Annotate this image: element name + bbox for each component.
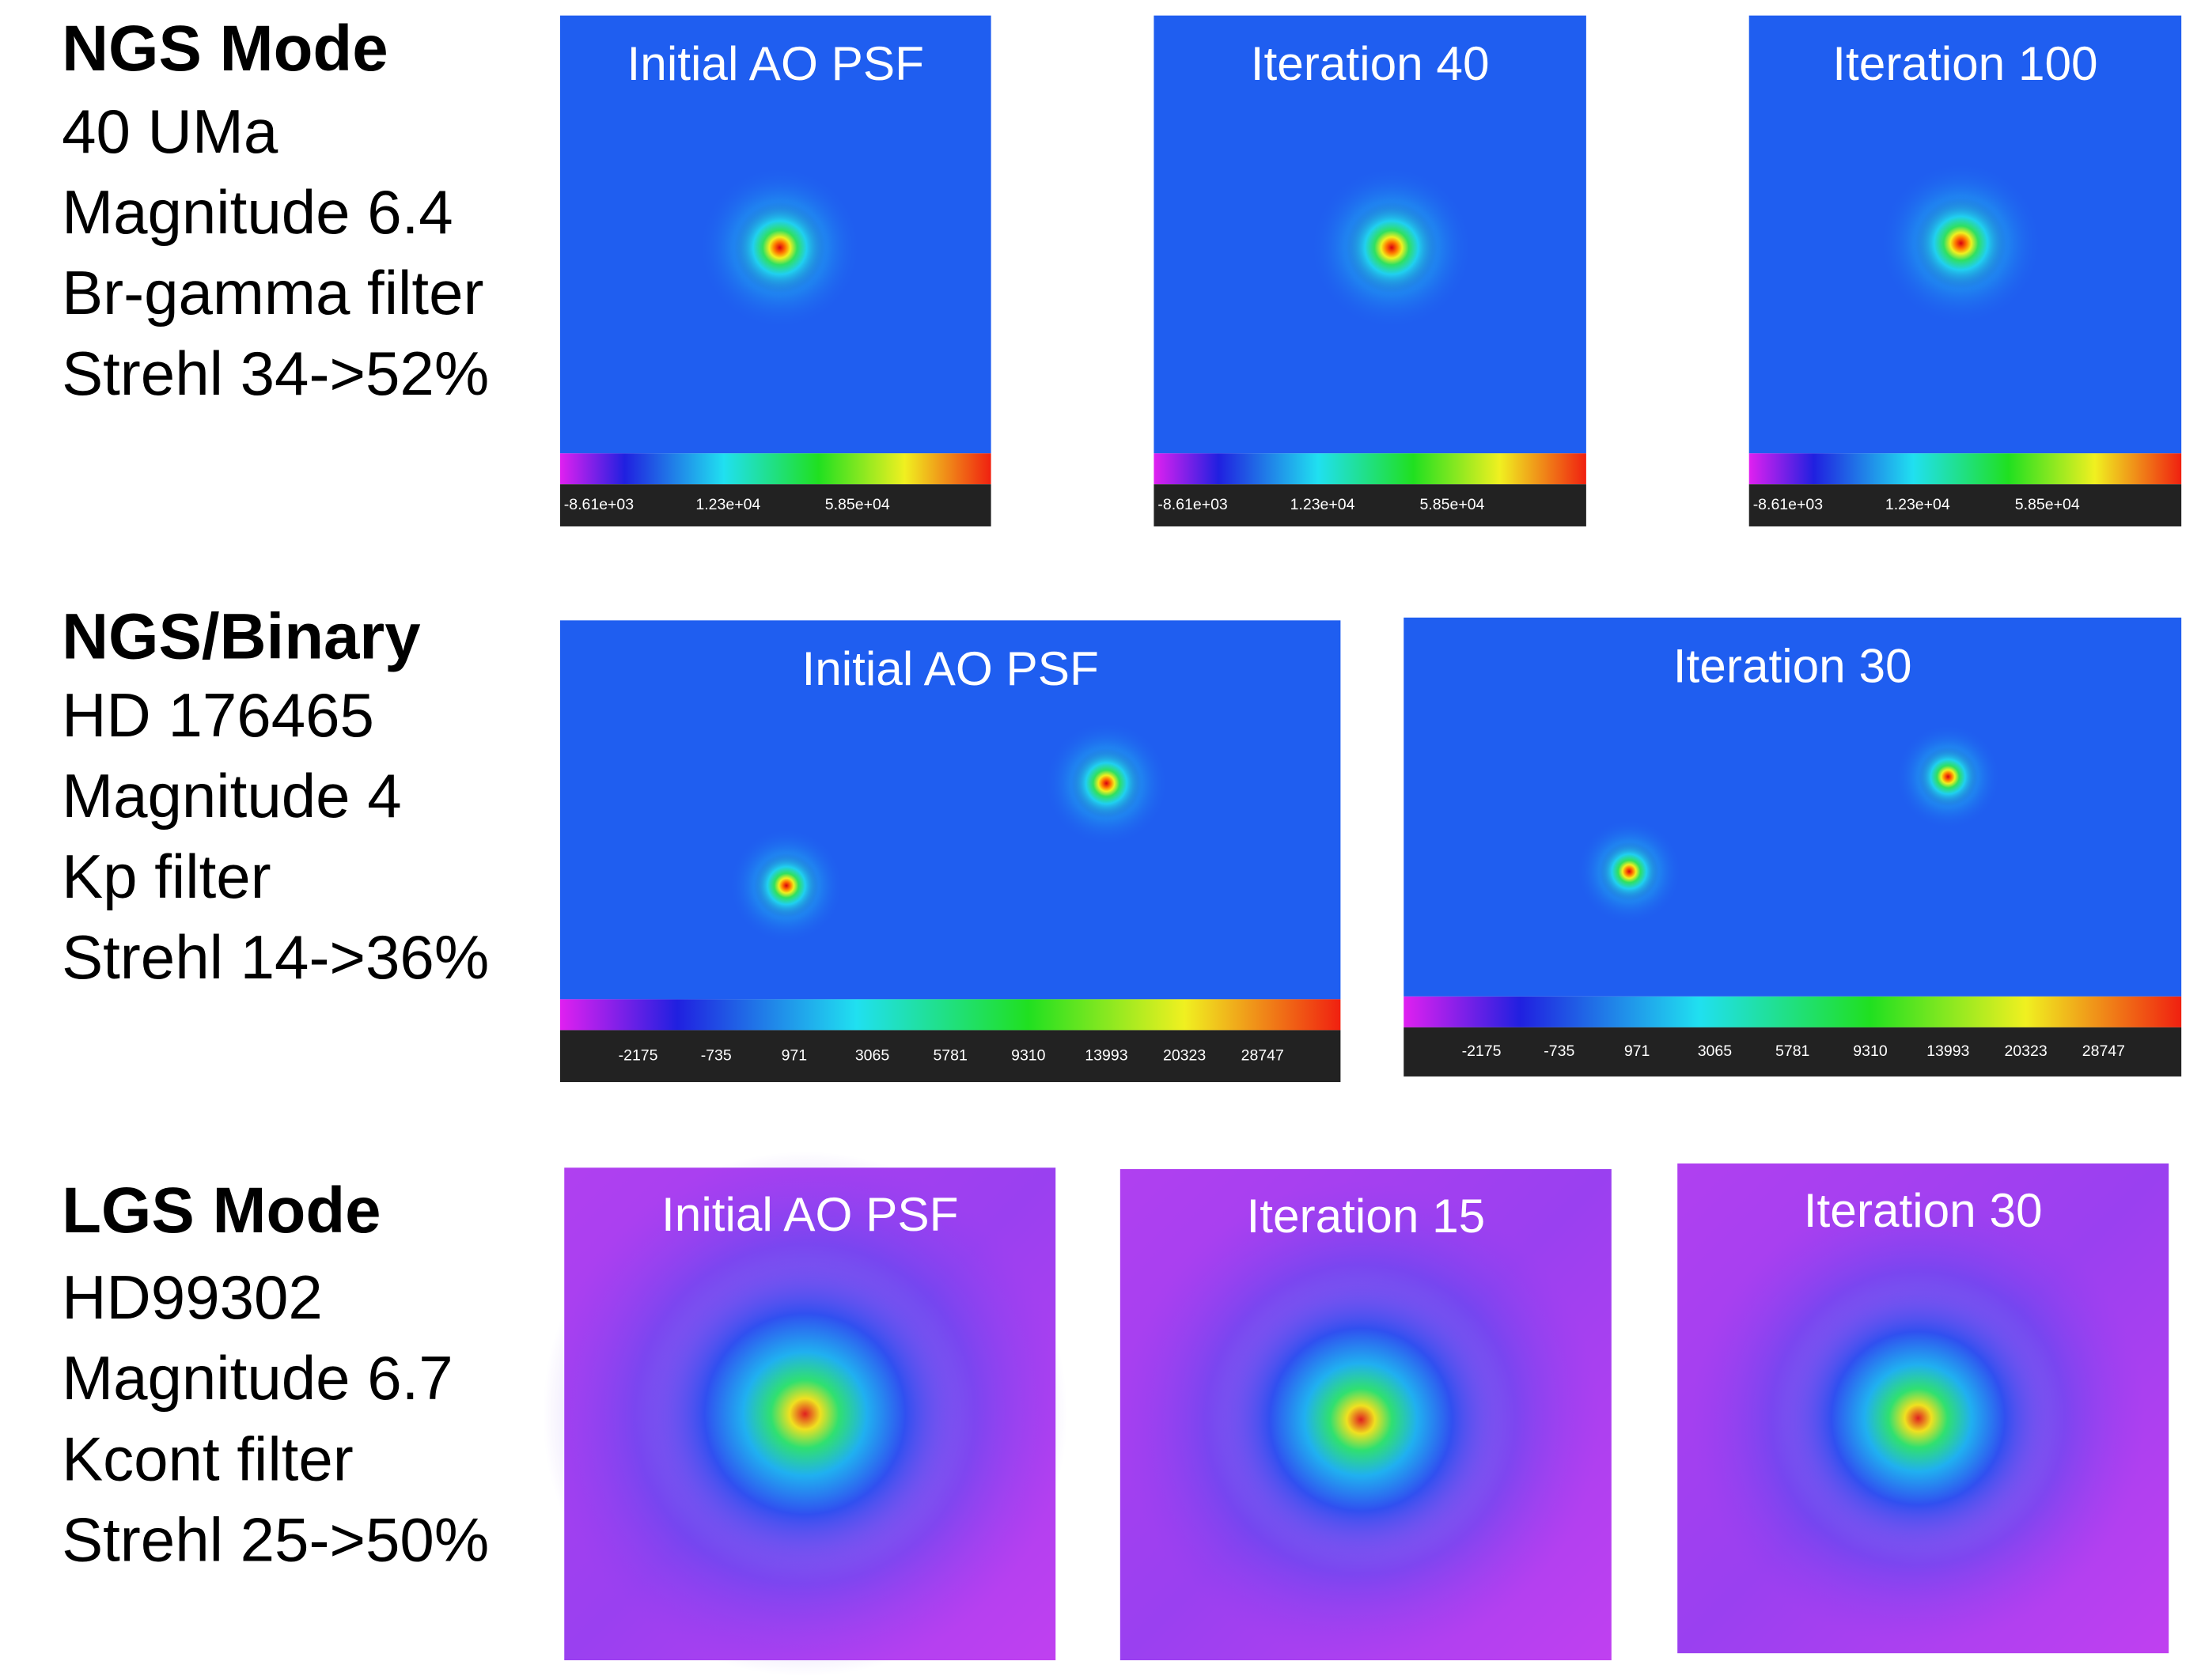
colorbar	[1749, 453, 2181, 484]
psf-core	[1785, 1285, 2051, 1551]
colorbar-tick-label: 971	[1624, 1042, 1650, 1060]
colorbar-tick-label: 20323	[2004, 1042, 2047, 1060]
page: NGS Mode 40 UMa Magnitude 6.4 Br-gamma filt…	[0, 0, 2201, 1680]
colorbar	[1154, 453, 1585, 484]
figure: NGS Mode 40 UMa Magnitude 6.4 Br-gamma filt…	[0, 0, 2201, 1680]
colorbar-tick-label: 1.23e+04	[1885, 496, 1950, 513]
colorbar-tick-label: 5.85e+04	[2015, 496, 2080, 513]
panel-title: Iteration 15	[1246, 1189, 1485, 1243]
panel-title: Iteration 30	[1804, 1183, 2043, 1237]
section-line: 40 UMa	[62, 96, 278, 166]
psf-panel: Iteration 30 -2175 -735 971 3065 5781 9310 1399…	[1404, 618, 2181, 1076]
colorbar-tick-label: 5781	[933, 1046, 967, 1064]
panel-title: Iteration 100	[1832, 36, 2097, 90]
section-line: Kcont filter	[62, 1424, 354, 1493]
section-line: Strehl 25->50%	[62, 1504, 489, 1574]
psf-panel: Iteration 40 -8.61e+03 1.23e+04 5.85e+04	[1154, 16, 1585, 527]
colorbar-tick-label: 971	[782, 1046, 808, 1064]
section-line: Strehl 34->52%	[62, 339, 489, 408]
colorbar-tick-label: 3065	[1698, 1042, 1733, 1060]
panel-title: Iteration 40	[1251, 36, 1490, 90]
section-line: Magnitude 6.4	[62, 177, 453, 247]
psf-core	[1070, 747, 1142, 819]
colorbar-tick-label: 5.85e+04	[1420, 496, 1485, 513]
section-line: HD99302	[62, 1262, 323, 1332]
colorbar	[560, 999, 1340, 1030]
psf-panel: Iteration 30	[1677, 1164, 2169, 1653]
psf-core	[1221, 1279, 1502, 1560]
psf-core	[1598, 841, 1660, 902]
colorbar-tick-label: 5.85e+04	[825, 496, 890, 513]
colorbar-tick-label: -8.61e+03	[1157, 496, 1227, 513]
colorbar	[560, 453, 991, 484]
psf-core	[752, 852, 820, 919]
colorbar-tick-label: -8.61e+03	[1753, 496, 1823, 513]
section-heading: NGS/Binary	[62, 601, 421, 673]
psf-core	[650, 1259, 959, 1568]
psf-panel: Iteration 15	[1120, 1169, 1612, 1660]
psf-core	[732, 200, 828, 296]
psf-panel: Iteration 100 -8.61e+03 1.23e+04 5.85e+04	[1749, 16, 2181, 527]
colorbar-tick-label: -735	[701, 1046, 732, 1064]
colorbar-tick-label: 9310	[1853, 1042, 1888, 1060]
colorbar-tick-label: -2175	[619, 1046, 658, 1064]
section-line: Magnitude 4	[62, 761, 402, 831]
colorbar-tick-label: -2175	[1462, 1042, 1502, 1060]
panel-title: Iteration 30	[1673, 638, 1912, 692]
colorbar-tick-label: -8.61e+03	[564, 496, 634, 513]
psf-panel: Initial AO PSF -2175 -735 971 3065 5781 9310 13…	[560, 620, 1340, 1082]
panel-title: Initial AO PSF	[627, 36, 924, 90]
colorbar-tick-label: 1.23e+04	[1290, 496, 1355, 513]
colorbar-tick-label: -735	[1544, 1042, 1574, 1060]
colorbar-tick-label: 13993	[1085, 1046, 1127, 1064]
colorbar-tick-label: 1.23e+04	[695, 496, 760, 513]
psf-panel: Initial AO PSF -8.61e+03 1.23e+04 5.85e+04	[560, 16, 991, 527]
section-line: HD 176465	[62, 680, 374, 750]
psf-core	[1344, 200, 1440, 296]
colorbar-tick-label: 28747	[1241, 1046, 1284, 1064]
section-heading: NGS Mode	[62, 13, 388, 85]
colorbar-tick-label: 20323	[1163, 1046, 1206, 1064]
panel-title: Initial AO PSF	[801, 641, 1098, 695]
colorbar-tick-label: 5781	[1775, 1042, 1809, 1060]
section-line: Magnitude 6.7	[62, 1343, 453, 1413]
colorbar-tick-label: 9310	[1011, 1046, 1046, 1064]
section-line: Kp filter	[62, 842, 271, 911]
section-line: Br-gamma filter	[62, 258, 483, 327]
section-line: Strehl 14->36%	[62, 922, 489, 992]
panel-title: Initial AO PSF	[661, 1187, 958, 1241]
colorbar-tick-label: 28747	[2082, 1042, 2125, 1060]
section-heading: LGS Mode	[62, 1175, 381, 1247]
colorbar	[1404, 997, 2181, 1027]
colorbar-tick-label: 13993	[1926, 1042, 1969, 1060]
psf-core	[1913, 195, 2009, 291]
colorbar-tick-label: 3065	[855, 1046, 890, 1064]
psf-core	[1917, 746, 1979, 808]
psf-panel: Initial AO PSF	[543, 1152, 1068, 1677]
